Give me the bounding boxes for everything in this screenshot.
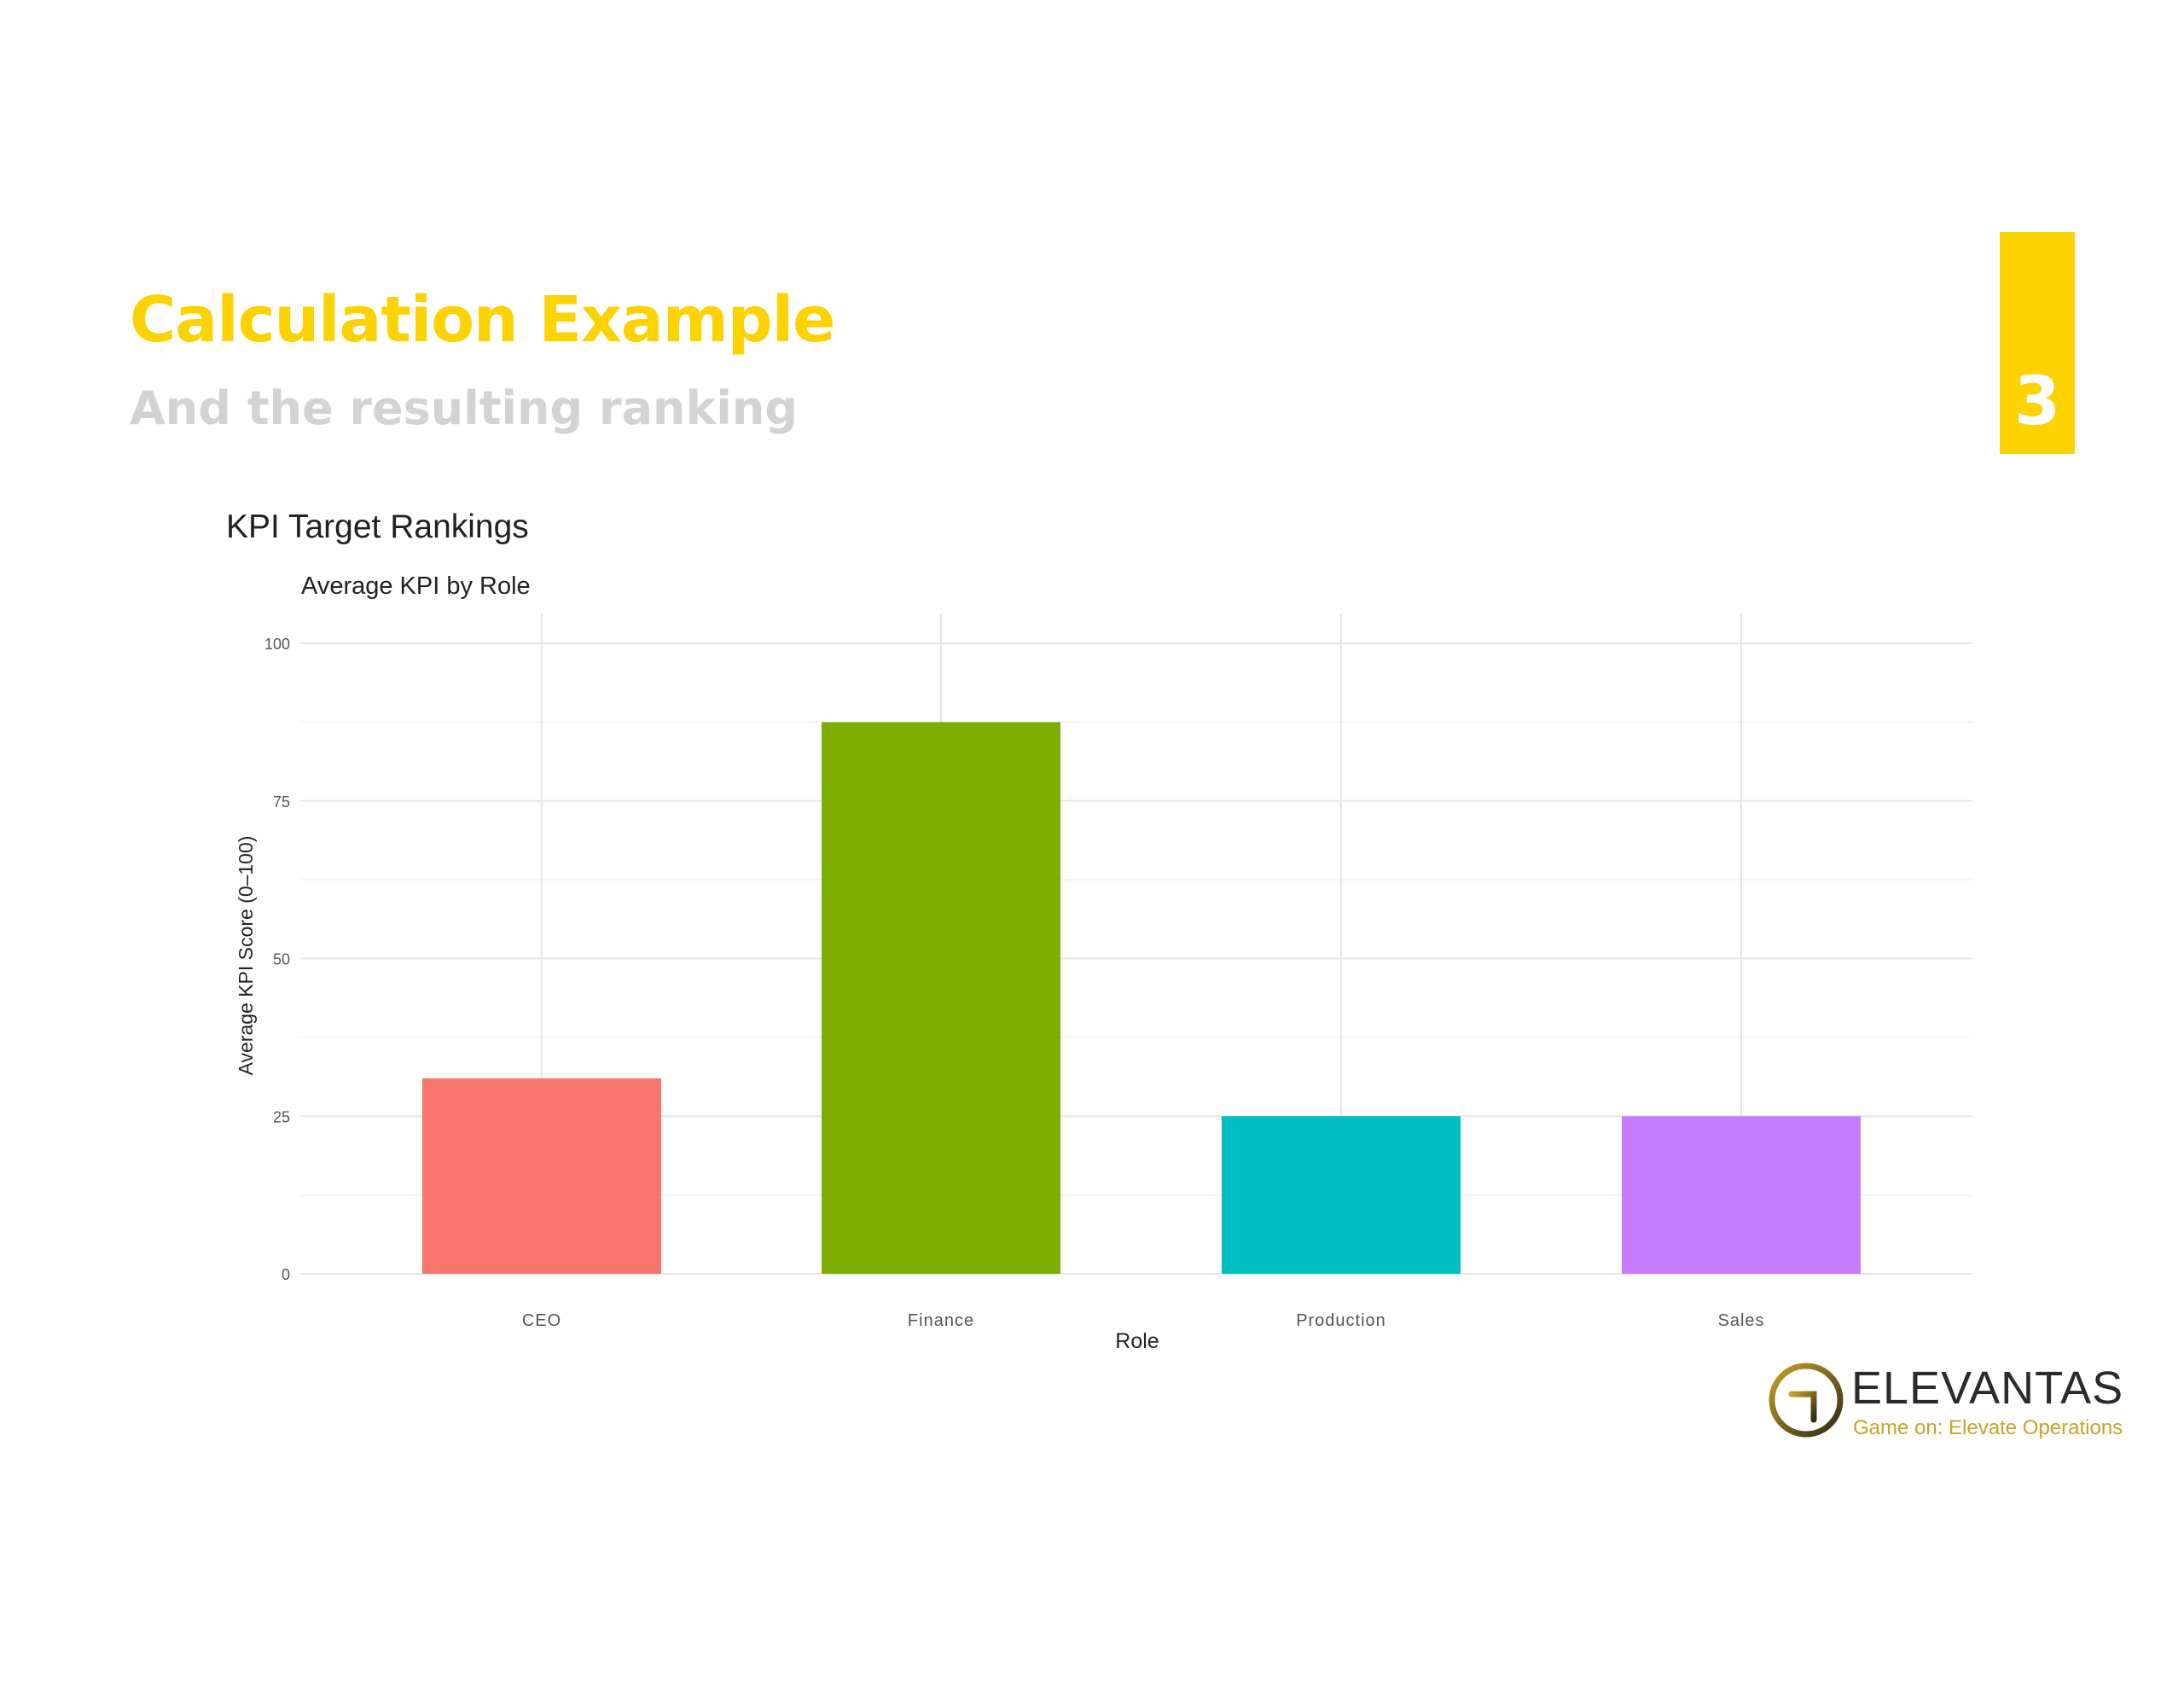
y-tick-label: 50 [273, 951, 290, 968]
bar-finance [822, 722, 1060, 1274]
logo-tagline: Game on: Elevate Operations [1853, 1416, 2123, 1439]
x-tick-label: CEO [522, 1311, 561, 1330]
logo-name: ELEVANTAS [1851, 1363, 2124, 1414]
x-tick-label: Production [1296, 1311, 1386, 1330]
slide-title: Calculation Example [130, 283, 835, 357]
slide-subtitle: And the resulting ranking [130, 381, 798, 435]
y-axis-label: Average KPI Score (0–100) [235, 836, 257, 1076]
bar-sales [1622, 1116, 1861, 1274]
bar-ceo [422, 1078, 661, 1274]
page-number-badge: 3 [2000, 232, 2075, 454]
chart-title: KPI Target Rankings [226, 508, 529, 545]
x-tick-label: Sales [1717, 1311, 1764, 1330]
y-tick-label: 25 [273, 1108, 290, 1125]
y-tick-label: 100 [264, 636, 290, 653]
x-tick-label: Finance [908, 1311, 974, 1330]
elevantas-logo: ELEVANTAS Game on: Elevate Operations [1766, 1357, 2124, 1450]
chart-subtitle: Average KPI by Role [301, 572, 531, 600]
chart-labels: KPI Target Rankings Average KPI by Role … [226, 508, 1764, 1353]
y-tick-label: 75 [273, 793, 290, 811]
x-axis-label: Role [1115, 1329, 1159, 1353]
logo-mark-icon [1769, 1363, 1844, 1438]
bar-production [1222, 1116, 1461, 1274]
page-number: 3 [2013, 363, 2061, 440]
chart-bars [422, 722, 1861, 1274]
y-tick-label: 0 [282, 1266, 290, 1283]
